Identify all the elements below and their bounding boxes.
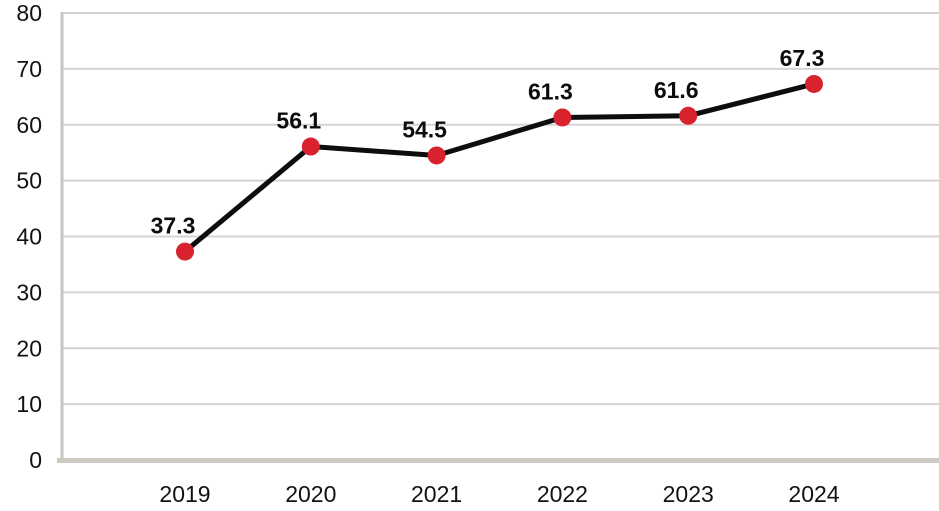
x-axis-tick-label: 2022 <box>537 481 588 507</box>
x-axis-tick-label: 2023 <box>663 481 714 507</box>
y-axis-tick-label: 80 <box>16 0 42 26</box>
x-axis-tick-label: 2019 <box>159 481 210 507</box>
x-axis-tick-label: 2024 <box>788 481 839 507</box>
y-axis-tick-label: 0 <box>29 447 42 473</box>
data-label-2023: 61.6 <box>654 77 699 103</box>
y-axis-tick-label: 40 <box>16 224 42 250</box>
y-axis-tick-label: 30 <box>16 279 42 305</box>
data-point-2023 <box>679 106 698 125</box>
y-axis-tick-label: 50 <box>16 168 42 194</box>
data-point-2020 <box>301 137 320 156</box>
data-label-2019: 37.3 <box>151 213 196 239</box>
y-axis-tick-label: 70 <box>16 56 42 82</box>
y-axis-tick-label: 10 <box>16 391 42 417</box>
x-axis-tick-label: 2021 <box>411 481 462 507</box>
y-axis-tick-label: 60 <box>16 112 42 138</box>
trend-line <box>182 81 817 255</box>
data-label-2021: 54.5 <box>402 116 447 142</box>
data-point-2022 <box>553 108 572 127</box>
y-axis-tick-label: 20 <box>16 335 42 361</box>
data-point-2019 <box>176 242 194 261</box>
data-label-2020: 56.1 <box>276 108 321 134</box>
data-label-2024: 67.3 <box>780 45 825 71</box>
x-axis-tick-label: 2020 <box>285 481 336 507</box>
data-label-2022: 61.3 <box>528 78 573 104</box>
data-point-2021 <box>427 146 446 165</box>
data-point-2024 <box>805 74 823 93</box>
